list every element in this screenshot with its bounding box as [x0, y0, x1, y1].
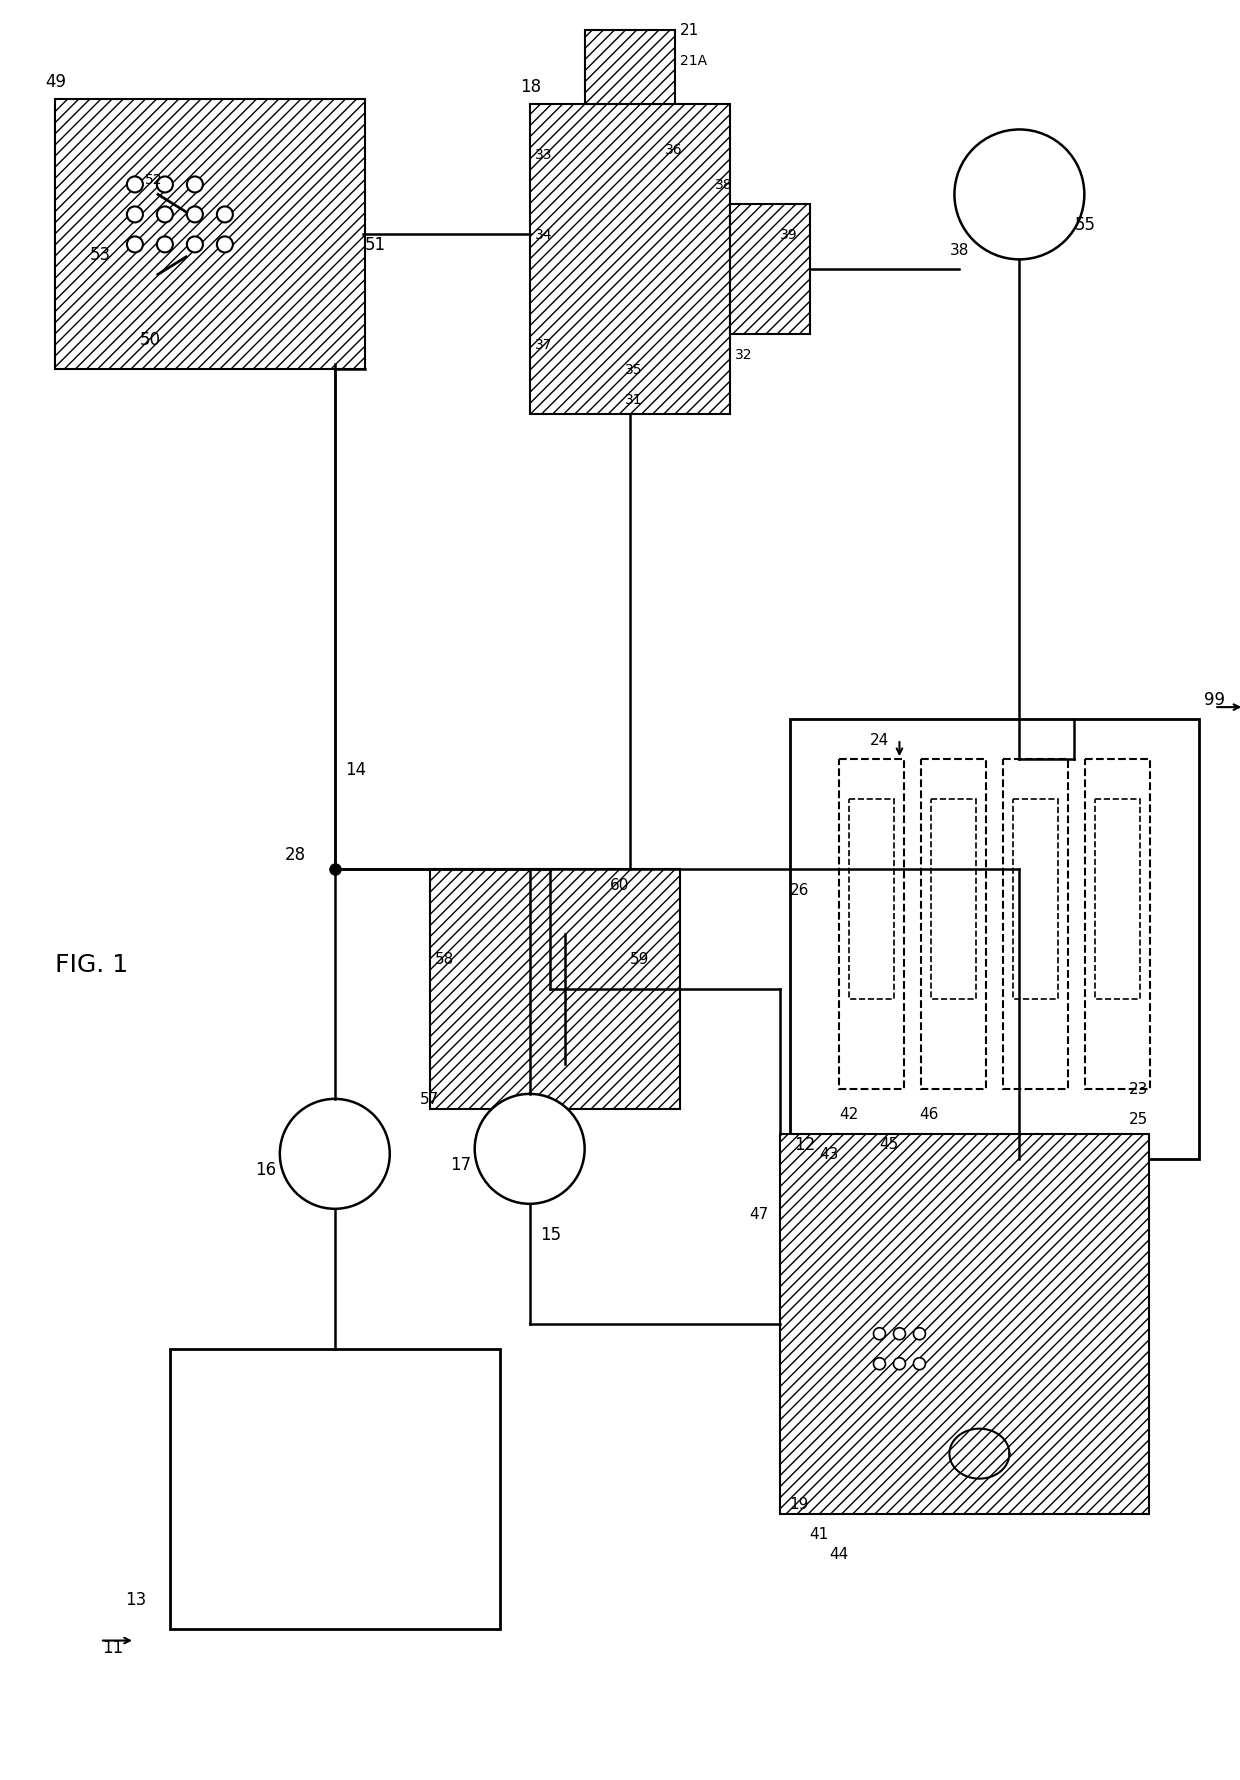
Circle shape: [126, 178, 143, 194]
Text: 42: 42: [839, 1107, 859, 1121]
Text: 24: 24: [869, 732, 889, 748]
Circle shape: [157, 237, 172, 253]
Bar: [430, 869, 680, 1109]
Text: 12: 12: [795, 1136, 816, 1153]
Text: 35: 35: [625, 363, 642, 377]
Text: 43: 43: [820, 1146, 839, 1162]
Text: 34: 34: [534, 228, 552, 242]
Text: 28: 28: [285, 846, 306, 863]
Text: 16: 16: [255, 1161, 277, 1178]
Circle shape: [217, 237, 233, 253]
Text: 15: 15: [539, 1225, 560, 1242]
Circle shape: [894, 1328, 905, 1340]
Text: 47: 47: [749, 1207, 769, 1221]
Text: 57: 57: [420, 1091, 439, 1107]
Bar: [544, 121, 714, 400]
Bar: [739, 215, 800, 326]
Text: 18: 18: [520, 78, 541, 96]
Text: 39: 39: [780, 228, 797, 242]
Bar: [345, 215, 363, 255]
Bar: [930, 1283, 980, 1344]
Text: 13: 13: [125, 1590, 146, 1607]
Text: 21: 21: [680, 23, 699, 37]
Circle shape: [894, 1358, 905, 1371]
Text: 31: 31: [625, 393, 642, 408]
Bar: [780, 1134, 1149, 1513]
Circle shape: [955, 130, 1084, 260]
Text: 21A: 21A: [680, 53, 707, 68]
Text: 53: 53: [91, 246, 112, 263]
Bar: [729, 205, 810, 335]
Circle shape: [187, 206, 203, 222]
Text: 50: 50: [140, 331, 161, 349]
Circle shape: [187, 178, 203, 194]
Bar: [1095, 799, 1141, 999]
Bar: [864, 1214, 925, 1344]
Bar: [569, 335, 689, 384]
Text: 46: 46: [919, 1107, 939, 1121]
Bar: [921, 760, 986, 1089]
Circle shape: [157, 178, 172, 194]
Bar: [805, 1159, 1125, 1488]
Bar: [74, 121, 345, 351]
Text: FIG. 1: FIG. 1: [55, 952, 128, 977]
Bar: [931, 799, 976, 999]
Bar: [1085, 760, 1151, 1089]
Bar: [584, 360, 655, 381]
Bar: [849, 799, 894, 999]
Bar: [1003, 760, 1069, 1089]
Text: 19: 19: [790, 1497, 808, 1511]
Circle shape: [914, 1328, 925, 1340]
Text: 60: 60: [610, 878, 629, 892]
Bar: [529, 105, 729, 415]
Circle shape: [157, 206, 172, 222]
Circle shape: [280, 1100, 389, 1209]
Text: 37: 37: [534, 338, 552, 352]
Bar: [55, 100, 365, 370]
Text: 52: 52: [145, 173, 162, 187]
Text: 11: 11: [102, 1638, 123, 1655]
Bar: [170, 1349, 500, 1629]
Text: 51: 51: [365, 237, 386, 255]
Text: 36: 36: [665, 144, 682, 157]
Circle shape: [475, 1095, 584, 1203]
Text: 25: 25: [1130, 1112, 1148, 1127]
Bar: [839, 760, 904, 1089]
Text: 33: 33: [534, 148, 552, 162]
Text: 59: 59: [630, 952, 649, 967]
Text: 17: 17: [450, 1155, 471, 1173]
Bar: [1013, 799, 1059, 999]
Circle shape: [126, 237, 143, 253]
Text: 49: 49: [45, 73, 66, 91]
Circle shape: [873, 1358, 885, 1371]
Bar: [790, 719, 1199, 1159]
Text: 26: 26: [790, 883, 808, 897]
Text: 44: 44: [830, 1547, 848, 1561]
Text: 41: 41: [810, 1525, 828, 1541]
Circle shape: [217, 206, 233, 222]
Circle shape: [873, 1328, 885, 1340]
Circle shape: [187, 237, 203, 253]
Text: 58: 58: [435, 952, 454, 967]
Bar: [451, 892, 657, 1088]
Circle shape: [126, 206, 143, 222]
Text: 38: 38: [950, 242, 968, 258]
Text: 14: 14: [345, 760, 366, 778]
Text: 45: 45: [879, 1137, 899, 1152]
Circle shape: [914, 1358, 925, 1371]
Text: 23: 23: [1130, 1082, 1148, 1096]
Bar: [584, 30, 675, 105]
Text: 99: 99: [1204, 691, 1225, 708]
Text: 32: 32: [734, 349, 751, 361]
Text: 55: 55: [1074, 217, 1095, 235]
Text: 38: 38: [714, 178, 732, 192]
